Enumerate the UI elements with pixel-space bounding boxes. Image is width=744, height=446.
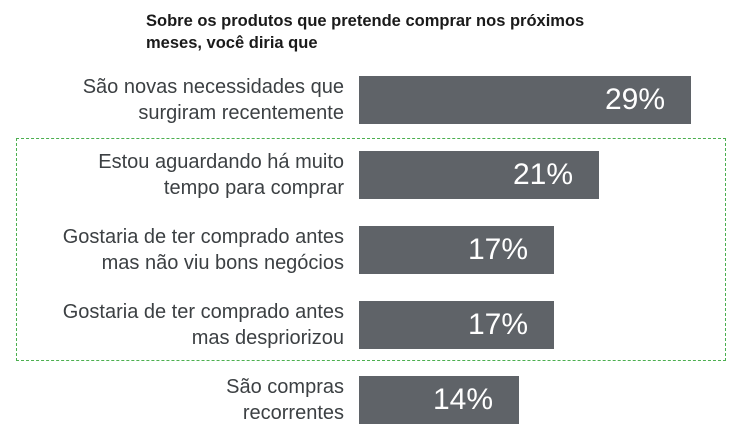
chart-title-line-1: Sobre os produtos que pretende comprar n… — [146, 12, 585, 30]
category-label: São compras recorrentes — [4, 374, 344, 426]
bar: 14% — [359, 376, 519, 424]
bar: 17% — [359, 226, 554, 274]
category-label: Gostaria de ter comprado antes mas não vi… — [4, 224, 344, 276]
bar-value-label: 21% — [512, 158, 573, 191]
bar-value-label: 29% — [604, 83, 665, 116]
category-label-line: São novas necessidades que — [82, 76, 344, 98]
category-label-line: Gostaria de ter comprado antes — [62, 226, 344, 248]
category-label-line: mas não viu bons negócios — [101, 252, 344, 274]
category-label-line: São compras — [226, 376, 344, 398]
category-label: Estou aguardando há muito tempo para comp… — [4, 149, 344, 201]
category-label-line: Estou aguardando há muito — [98, 151, 344, 173]
bar-value-label: 17% — [467, 308, 528, 341]
category-label: São novas necessidades que surgiram recen… — [4, 74, 344, 126]
category-label-line: mas despriorizou — [191, 327, 344, 349]
bar: 29% — [359, 76, 691, 124]
bar-value-label: 14% — [432, 383, 493, 416]
category-label: Gostaria de ter comprado antes mas despri… — [4, 299, 344, 351]
bar: 21% — [359, 151, 599, 199]
category-label-line: Gostaria de ter comprado antes — [62, 301, 344, 323]
chart-title-line-2: meses, você diria que — [146, 34, 318, 52]
highlight-box — [16, 138, 726, 361]
category-label-line: surgiram recentemente — [138, 102, 344, 124]
bar-value-label: 17% — [467, 233, 528, 266]
category-label-line: recorrentes — [242, 402, 344, 424]
bar: 17% — [359, 301, 554, 349]
category-label-line: tempo para comprar — [163, 177, 344, 199]
